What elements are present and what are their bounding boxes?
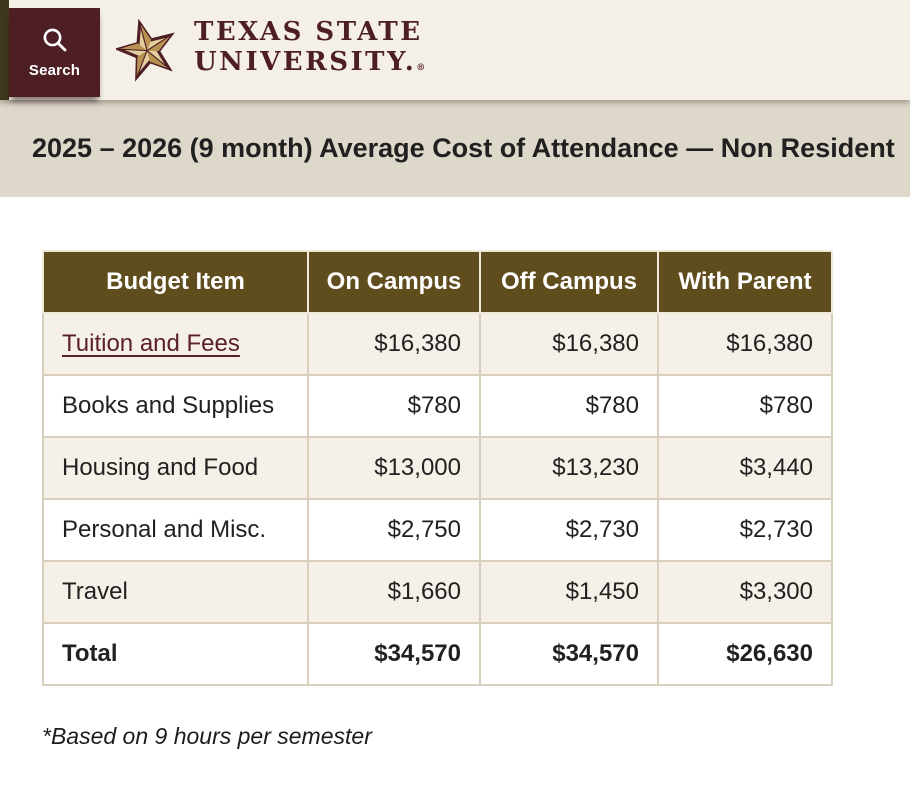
column-header: With Parent bbox=[657, 250, 833, 314]
university-logo[interactable]: TEXAS STATE UNIVERSITY.® bbox=[116, 12, 425, 88]
column-header: On Campus bbox=[307, 250, 481, 314]
amount-cell: $2,730 bbox=[657, 498, 833, 562]
column-header: Off Campus bbox=[479, 250, 659, 314]
budget-item-cell: Personal and Misc. bbox=[42, 498, 309, 562]
amount-cell: $1,450 bbox=[479, 560, 659, 624]
amount-cell: $26,630 bbox=[657, 622, 833, 686]
budget-item-cell: Travel bbox=[42, 560, 309, 624]
site-header: Search bbox=[0, 0, 910, 100]
amount-cell: $16,380 bbox=[479, 312, 659, 376]
budget-item-cell: Tuition and Fees bbox=[42, 312, 309, 376]
amount-cell: $3,300 bbox=[657, 560, 833, 624]
texas-state-star-icon bbox=[116, 12, 178, 88]
table-header-row: Budget Item On Campus Off Campus With Paren… bbox=[42, 250, 833, 314]
main-content: Budget Item On Campus Off Campus With Paren… bbox=[0, 197, 910, 750]
search-button-label: Search bbox=[28, 62, 81, 79]
amount-cell: $2,730 bbox=[479, 498, 659, 562]
amount-cell: $1,660 bbox=[307, 560, 481, 624]
university-logo-text: TEXAS STATE UNIVERSITY.® bbox=[194, 17, 425, 83]
budget-table-body: Tuition and Fees $16,380 $16,380 $16,380 Boo… bbox=[42, 312, 833, 686]
page-title-bar: 2025 – 2026 (9 month) Average Cost of At… bbox=[0, 100, 910, 197]
amount-cell: $34,570 bbox=[307, 622, 481, 686]
budget-item-cell: Books and Supplies bbox=[42, 374, 309, 438]
search-button[interactable]: Search bbox=[9, 8, 100, 97]
table-row: Housing and Food $13,000 $13,230 $3,440 bbox=[42, 436, 833, 500]
cost-of-attendance-table: Budget Item On Campus Off Campus With Paren… bbox=[42, 250, 833, 686]
table-row: Personal and Misc. $2,750 $2,730 $2,730 bbox=[42, 498, 833, 562]
table-row: Books and Supplies $780 $780 $780 bbox=[42, 374, 833, 438]
amount-cell: $780 bbox=[307, 374, 481, 438]
budget-item-cell: Total bbox=[42, 622, 309, 686]
amount-cell: $13,230 bbox=[479, 436, 659, 500]
amount-cell: $16,380 bbox=[657, 312, 833, 376]
amount-cell: $16,380 bbox=[307, 312, 481, 376]
amount-cell: $13,000 bbox=[307, 436, 481, 500]
left-edge-strip bbox=[0, 0, 9, 100]
table-row: Travel $1,660 $1,450 $3,300 bbox=[42, 560, 833, 624]
amount-cell: $780 bbox=[657, 374, 833, 438]
page-title: 2025 – 2026 (9 month) Average Cost of At… bbox=[32, 133, 895, 163]
tuition-and-fees-link[interactable]: Tuition and Fees bbox=[62, 330, 240, 357]
amount-cell: $780 bbox=[479, 374, 659, 438]
logo-line2: UNIVERSITY. bbox=[194, 47, 417, 77]
amount-cell: $3,440 bbox=[657, 436, 833, 500]
table-row: Total $34,570 $34,570 $26,630 bbox=[42, 622, 833, 686]
registered-mark: ® bbox=[416, 63, 426, 73]
search-icon bbox=[41, 26, 68, 56]
amount-cell: $34,570 bbox=[479, 622, 659, 686]
budget-item-cell: Housing and Food bbox=[42, 436, 309, 500]
column-header: Budget Item bbox=[42, 250, 309, 314]
amount-cell: $2,750 bbox=[307, 498, 481, 562]
table-row: Tuition and Fees $16,380 $16,380 $16,380 bbox=[42, 312, 833, 376]
footnote: *Based on 9 hours per semester bbox=[42, 723, 372, 749]
logo-line1: TEXAS STATE bbox=[194, 17, 423, 47]
